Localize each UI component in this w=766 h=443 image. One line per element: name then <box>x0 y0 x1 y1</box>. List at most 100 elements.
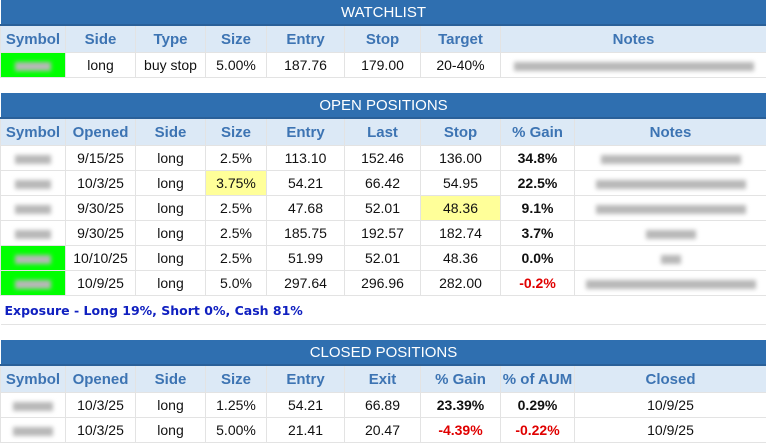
size-cell[interactable]: 5.00% <box>206 418 267 443</box>
column-header[interactable]: Symbol <box>1 118 66 146</box>
gain-cell[interactable]: 34.8% <box>501 146 575 171</box>
opened-cell[interactable]: 9/30/25 <box>66 196 136 221</box>
entry-cell[interactable]: 113.10 <box>267 146 345 171</box>
column-header[interactable]: % of AUM <box>501 365 575 393</box>
column-header[interactable]: % Gain <box>421 365 501 393</box>
entry-cell[interactable]: 51.99 <box>267 246 345 271</box>
side-cell[interactable]: long <box>136 393 206 418</box>
stop-cell[interactable]: 282.00 <box>421 271 501 296</box>
notes-cell[interactable] <box>501 53 766 78</box>
stop-cell[interactable]: 48.36 <box>421 196 501 221</box>
gain-cell[interactable]: 23.39% <box>421 393 501 418</box>
entry-cell[interactable]: 187.76 <box>267 53 345 78</box>
size-cell[interactable]: 2.5% <box>206 146 267 171</box>
closed-cell[interactable]: 10/9/25 <box>575 393 766 418</box>
notes-cell[interactable] <box>575 146 766 171</box>
notes-cell[interactable] <box>575 196 766 221</box>
stop-cell[interactable]: 54.95 <box>421 171 501 196</box>
last-cell[interactable]: 152.46 <box>345 146 421 171</box>
column-header[interactable]: Opened <box>66 365 136 393</box>
side-cell[interactable]: long <box>66 53 136 78</box>
opened-cell[interactable]: 10/10/25 <box>66 246 136 271</box>
entry-cell[interactable]: 297.64 <box>267 271 345 296</box>
side-cell[interactable]: long <box>136 271 206 296</box>
symbol-cell[interactable] <box>1 53 66 78</box>
entry-cell[interactable]: 54.21 <box>267 171 345 196</box>
column-header[interactable]: Size <box>206 118 267 146</box>
gain-cell[interactable]: -4.39% <box>421 418 501 443</box>
column-header[interactable]: Stop <box>345 25 421 53</box>
section-title[interactable]: CLOSED POSITIONS <box>1 340 766 365</box>
column-header[interactable]: Target <box>421 25 501 53</box>
column-header[interactable]: Last <box>345 118 421 146</box>
column-header[interactable]: Stop <box>421 118 501 146</box>
column-header[interactable]: Size <box>206 25 267 53</box>
opened-cell[interactable]: 10/3/25 <box>66 171 136 196</box>
aum-cell[interactable]: -0.22% <box>501 418 575 443</box>
last-cell[interactable]: 192.57 <box>345 221 421 246</box>
gain-cell[interactable]: 3.7% <box>501 221 575 246</box>
opened-cell[interactable]: 10/3/25 <box>66 393 136 418</box>
stop-cell[interactable]: 179.00 <box>345 53 421 78</box>
stop-cell[interactable]: 48.36 <box>421 246 501 271</box>
opened-cell[interactable]: 10/9/25 <box>66 271 136 296</box>
column-header[interactable]: Symbol <box>1 25 66 53</box>
target-cell[interactable]: 20-40% <box>421 53 501 78</box>
column-header[interactable]: Entry <box>267 25 345 53</box>
column-header[interactable]: Notes <box>575 118 766 146</box>
side-cell[interactable]: long <box>136 171 206 196</box>
last-cell[interactable]: 296.96 <box>345 271 421 296</box>
gain-cell[interactable]: 0.0% <box>501 246 575 271</box>
symbol-cell[interactable] <box>1 246 66 271</box>
column-header[interactable]: Size <box>206 365 267 393</box>
side-cell[interactable]: long <box>136 146 206 171</box>
last-cell[interactable]: 52.01 <box>345 196 421 221</box>
opened-cell[interactable]: 10/3/25 <box>66 418 136 443</box>
entry-cell[interactable]: 185.75 <box>267 221 345 246</box>
closed-cell[interactable]: 10/9/25 <box>575 418 766 443</box>
exposure-summary[interactable]: Exposure - Long 19%, Short 0%, Cash 81% <box>1 296 766 325</box>
notes-cell[interactable] <box>575 221 766 246</box>
size-cell[interactable]: 5.0% <box>206 271 267 296</box>
size-cell[interactable]: 2.5% <box>206 246 267 271</box>
size-cell[interactable]: 5.00% <box>206 53 267 78</box>
side-cell[interactable]: long <box>136 221 206 246</box>
column-header[interactable]: Side <box>136 365 206 393</box>
column-header[interactable]: Entry <box>267 365 345 393</box>
last-cell[interactable]: 52.01 <box>345 246 421 271</box>
section-title[interactable]: OPEN POSITIONS <box>1 93 766 118</box>
column-header[interactable]: Closed <box>575 365 766 393</box>
symbol-cell[interactable] <box>1 196 66 221</box>
symbol-cell[interactable] <box>1 171 66 196</box>
gain-cell[interactable]: 22.5% <box>501 171 575 196</box>
column-header[interactable]: Notes <box>501 25 766 53</box>
aum-cell[interactable]: 0.29% <box>501 393 575 418</box>
symbol-cell[interactable] <box>1 146 66 171</box>
stop-cell[interactable]: 136.00 <box>421 146 501 171</box>
symbol-cell[interactable] <box>1 271 66 296</box>
notes-cell[interactable] <box>575 271 766 296</box>
column-header[interactable]: Entry <box>267 118 345 146</box>
last-cell[interactable]: 66.42 <box>345 171 421 196</box>
column-header[interactable]: Opened <box>66 118 136 146</box>
exit-cell[interactable]: 20.47 <box>345 418 421 443</box>
side-cell[interactable]: long <box>136 246 206 271</box>
entry-cell[interactable]: 47.68 <box>267 196 345 221</box>
stop-cell[interactable]: 182.74 <box>421 221 501 246</box>
section-title[interactable]: WATCHLIST <box>1 0 766 25</box>
symbol-cell[interactable] <box>1 393 66 418</box>
type-cell[interactable]: buy stop <box>136 53 206 78</box>
entry-cell[interactable]: 21.41 <box>267 418 345 443</box>
entry-cell[interactable]: 54.21 <box>267 393 345 418</box>
notes-cell[interactable] <box>575 246 766 271</box>
gain-cell[interactable]: -0.2% <box>501 271 575 296</box>
column-header[interactable]: Exit <box>345 365 421 393</box>
column-header[interactable]: Side <box>66 25 136 53</box>
size-cell[interactable]: 2.5% <box>206 221 267 246</box>
size-cell[interactable]: 1.25% <box>206 393 267 418</box>
column-header[interactable]: % Gain <box>501 118 575 146</box>
side-cell[interactable]: long <box>136 196 206 221</box>
opened-cell[interactable]: 9/15/25 <box>66 146 136 171</box>
notes-cell[interactable] <box>575 171 766 196</box>
side-cell[interactable]: long <box>136 418 206 443</box>
